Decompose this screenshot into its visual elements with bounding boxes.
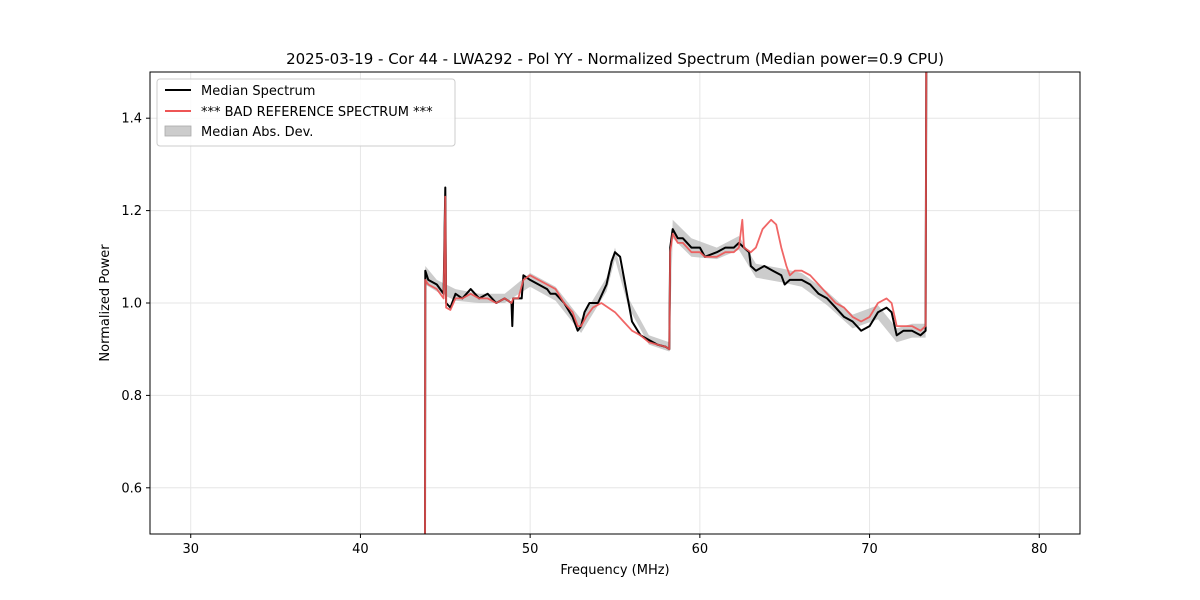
mad-band bbox=[425, 219, 926, 352]
legend-label-mad: Median Abs. Dev. bbox=[201, 125, 313, 140]
legend-label-bad-reference: *** BAD REFERENCE SPECTRUM *** bbox=[201, 105, 433, 120]
legend: Median Spectrum *** BAD REFERENCE SPECTR… bbox=[156, 78, 456, 147]
y-tick-label: 0.6 bbox=[121, 481, 142, 496]
x-axis-ticks: 30 40 50 60 70 80 bbox=[182, 534, 1048, 557]
series-lines bbox=[424, 72, 928, 534]
bad-reference-spectrum-line bbox=[424, 72, 928, 534]
x-tick-label: 40 bbox=[352, 542, 369, 557]
y-tick-label: 1.2 bbox=[121, 204, 142, 219]
x-tick-label: 30 bbox=[182, 542, 199, 557]
x-tick-label: 80 bbox=[1031, 542, 1048, 557]
y-tick-label: 1.4 bbox=[121, 112, 142, 127]
x-tick-label: 60 bbox=[692, 542, 709, 557]
legend-label-median: Median Spectrum bbox=[201, 84, 315, 99]
y-tick-label: 1.0 bbox=[121, 297, 142, 312]
y-axis-label: Normalized Power bbox=[98, 244, 113, 362]
x-tick-label: 70 bbox=[861, 542, 878, 557]
chart-title: 2025-03-19 - Cor 44 - LWA292 - Pol YY - … bbox=[286, 50, 944, 68]
y-axis-ticks: 0.6 0.8 1.0 1.2 1.4 bbox=[121, 112, 150, 496]
x-tick-label: 50 bbox=[522, 542, 539, 557]
mad-band-area bbox=[425, 219, 926, 352]
legend-frame bbox=[156, 78, 456, 147]
x-axis-label: Frequency (MHz) bbox=[560, 563, 669, 578]
y-tick-label: 0.8 bbox=[121, 389, 142, 404]
legend-swatch-mad bbox=[164, 125, 192, 137]
